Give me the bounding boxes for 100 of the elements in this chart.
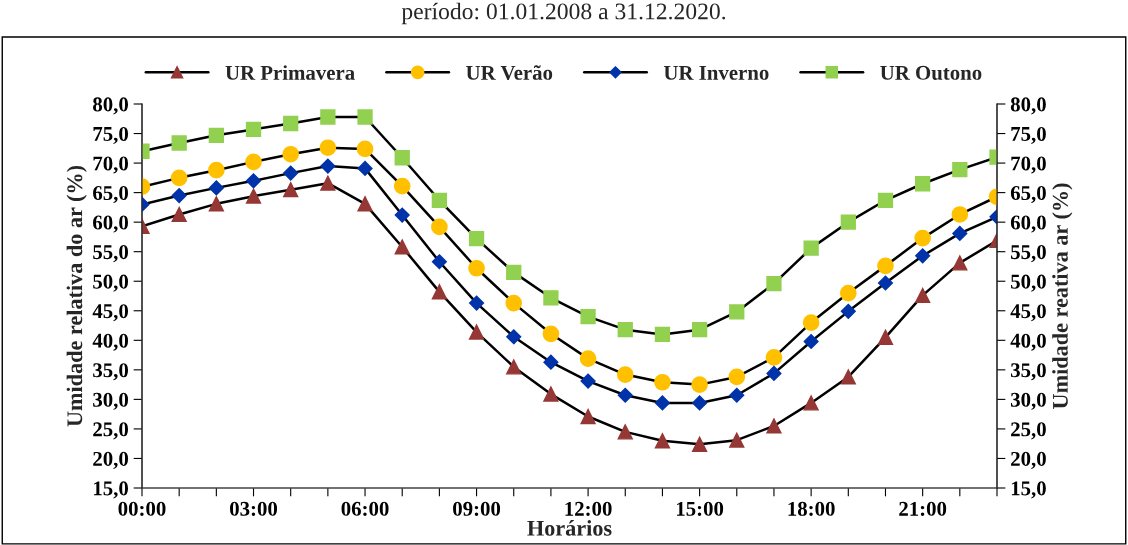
point <box>692 395 708 411</box>
point <box>691 436 708 452</box>
point <box>616 366 634 383</box>
y-tick-label: 40,0 <box>92 333 129 351</box>
y2-tick-label: 20,0 <box>1011 451 1046 469</box>
y2-tick-label: 65,0 <box>1010 185 1046 204</box>
y2-tick-label: 30,0 <box>1010 392 1046 410</box>
point <box>245 188 262 204</box>
point <box>617 322 633 338</box>
point <box>245 153 262 171</box>
y-tick-label: 65,0 <box>93 185 129 204</box>
point <box>394 207 410 223</box>
y2-tick-label: 35,0 <box>1010 363 1046 381</box>
point <box>915 248 931 264</box>
point <box>283 165 299 181</box>
point <box>171 206 187 223</box>
y2-tick-label: 50,0 <box>1011 274 1046 292</box>
y-tick-label: 80,0 <box>93 97 129 115</box>
point <box>468 295 485 311</box>
y2-tick-label: 25,0 <box>1011 422 1046 440</box>
point <box>691 322 708 338</box>
point <box>729 304 745 320</box>
y2-tick-label: 15,0 <box>1011 481 1046 499</box>
point <box>394 239 410 255</box>
point <box>580 309 596 325</box>
point <box>654 433 671 449</box>
point <box>431 218 448 236</box>
point <box>394 150 410 166</box>
point <box>357 196 373 212</box>
y2-tick-label: 55,0 <box>1011 245 1046 263</box>
point <box>393 177 411 195</box>
point <box>431 284 448 300</box>
point <box>729 387 745 403</box>
point <box>282 145 300 163</box>
x-axis-title: Horários <box>527 520 612 536</box>
y-tick-label: 50,0 <box>93 274 129 292</box>
point <box>877 275 894 291</box>
point <box>766 275 782 292</box>
y2-tick-label: 75,0 <box>1011 126 1046 144</box>
point <box>506 264 522 281</box>
point <box>208 180 224 196</box>
y-tick-label: 45,0 <box>92 304 129 322</box>
y-tick-label: 70,0 <box>93 156 129 174</box>
y-tick-label: 35,0 <box>93 363 129 381</box>
point <box>802 314 820 331</box>
point <box>915 287 931 304</box>
y-tick-label: 55,0 <box>93 245 129 263</box>
y-tick-label: 30,0 <box>93 392 129 410</box>
point <box>208 127 224 143</box>
y2-tick-label: 60,0 <box>1010 215 1046 233</box>
point <box>208 196 224 212</box>
point <box>803 333 819 350</box>
point <box>877 192 894 208</box>
legend-label: UR Inverno <box>663 66 769 80</box>
point <box>952 161 968 178</box>
point <box>914 229 931 247</box>
y-tick-label: 20,0 <box>93 451 129 469</box>
point <box>543 386 559 402</box>
point <box>915 176 931 192</box>
point <box>617 387 633 403</box>
point <box>542 325 560 343</box>
point <box>766 365 782 381</box>
x-tick-label: 15:00 <box>676 501 724 516</box>
point <box>357 160 373 176</box>
point <box>840 303 856 319</box>
legend-label: UR Verão <box>466 65 553 80</box>
point <box>356 140 374 158</box>
point <box>766 418 782 434</box>
y2-tick-label: 80,0 <box>1010 97 1046 115</box>
point <box>654 326 671 343</box>
point <box>431 254 447 270</box>
y2-tick-label: 70,0 <box>1011 156 1046 174</box>
point <box>840 214 856 230</box>
x-tick-label: 06:00 <box>341 501 389 516</box>
point <box>952 255 968 271</box>
y-tick-label: 25,0 <box>93 422 129 440</box>
point <box>580 408 596 425</box>
point <box>877 329 894 345</box>
point <box>283 115 299 132</box>
point <box>803 395 819 411</box>
point <box>580 373 596 389</box>
point <box>320 109 336 125</box>
point <box>245 173 262 189</box>
legend-label: UR Outono <box>880 65 982 80</box>
point <box>654 395 671 411</box>
y2-tick-label: 40,0 <box>1010 333 1046 351</box>
point <box>506 359 522 375</box>
y-tick-label: 60,0 <box>93 215 129 233</box>
point <box>208 161 225 179</box>
point <box>765 349 783 366</box>
point <box>543 354 559 370</box>
point <box>468 259 485 277</box>
point <box>952 225 968 241</box>
point <box>617 424 633 440</box>
point <box>468 324 485 340</box>
y-tick-label: 75,0 <box>93 126 129 144</box>
point <box>319 139 337 157</box>
point <box>877 257 894 275</box>
x-tick-label: 18:00 <box>788 501 835 516</box>
x-tick-label: 09:00 <box>453 501 501 516</box>
